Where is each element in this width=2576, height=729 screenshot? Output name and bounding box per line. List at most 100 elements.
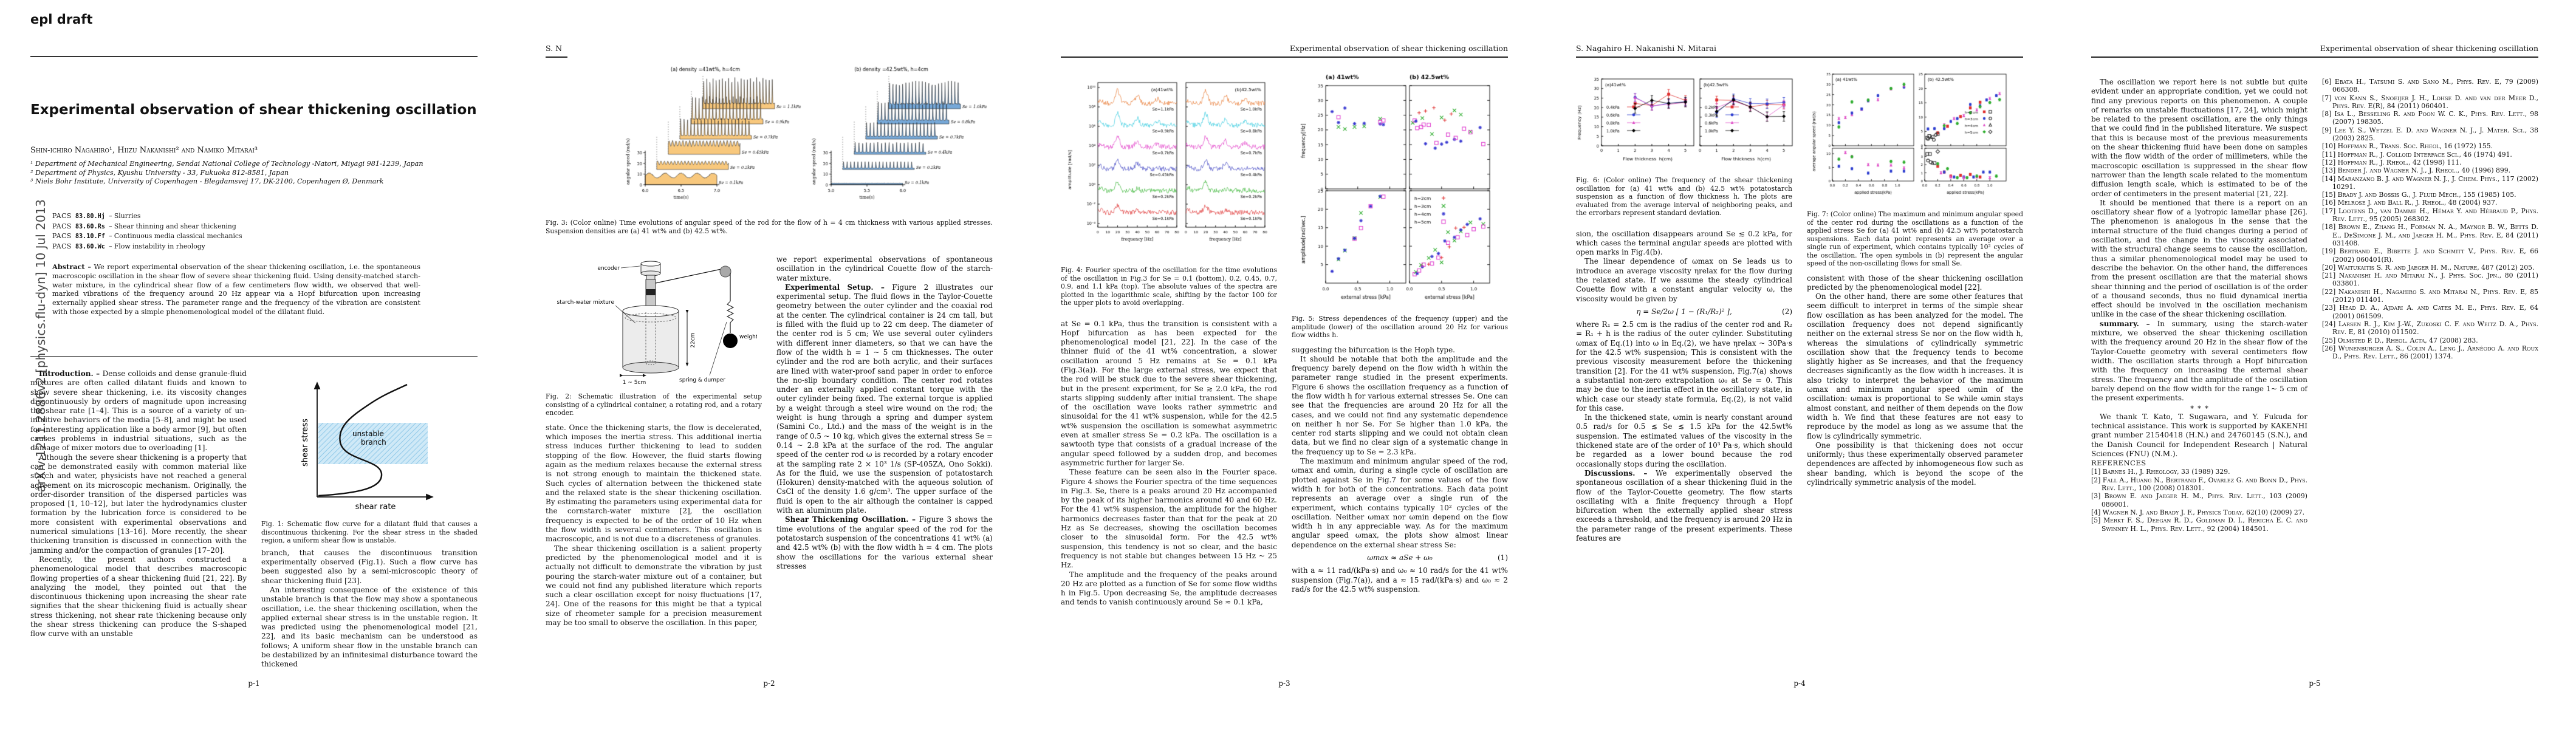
page5-right-column: [6] Ebata H., Tatsumi S. and Sano M., Ph… [2322, 78, 2538, 360]
encoder-label: encoder [597, 265, 620, 272]
equation: η = Se/2ω [ 1 − (R₁/R₂)² ], (2) [1636, 307, 1793, 316]
figure-5-image [1297, 64, 1497, 307]
page3-left-column: Fig. 4: Fourier spectra of the oscillati… [1061, 266, 1277, 608]
s-shaped-flow-curve [318, 383, 408, 497]
running-head: S. Nagahiro H. Nakanishi N. Mitarai [1576, 44, 1716, 53]
paragraph: at Se = 0.1 kPa, thus the transition is … [1061, 319, 1277, 467]
reference-item: [1] Barnes H., J. Rheology, 33 (1989) 32… [2091, 468, 2230, 476]
paragraph: The amplitude and the frequency of the p… [1061, 570, 1277, 607]
y-axis-label: shear stress [301, 419, 310, 467]
reference-item: [11] Hoffman R., J. Colloid Interface Sc… [2322, 150, 2512, 159]
page4-right-column: Fig. 7: (Color online) The maximum and m… [1807, 210, 2023, 487]
page5-left-text: The oscillation we report here is not su… [2091, 78, 2307, 459]
reference-item: [25] Olmsted P. D., Rheol. Acta, 47 (200… [2322, 336, 2478, 344]
mixture-label: starch-water mixture [557, 299, 614, 306]
figure-3-caption: Fig. 3: (Color online) Time evolutions o… [546, 219, 993, 235]
figure-6-image [1575, 72, 1800, 168]
paragraph: Introduction. – Dense colloids and dense… [30, 369, 247, 453]
reference-item: [26] Wunenburger A. S., Colin A., Leng J… [2322, 344, 2538, 361]
reference-item: [17] Lootens D., van Damme H., Hémar Y. … [2322, 207, 2538, 224]
page3-left-text: at Se = 0.1 kPa, thus the transition is … [1061, 320, 1277, 608]
abstract-text: We report experimental observation of th… [52, 263, 420, 316]
paragraph: Recently, the present authors constructe… [30, 555, 247, 638]
affiliation: ¹ Department of Mechanical Engineering, … [30, 160, 423, 168]
figure-7-caption: Fig. 7: (Color online) The maximum and m… [1807, 210, 2023, 267]
page-footer: p-1 [248, 679, 260, 688]
page1-left-column: Introduction. – Dense colloids and dense… [30, 369, 247, 639]
page5-left-column: The oscillation we report here is not su… [2091, 78, 2307, 533]
reference-item: [4] Wagner N. J. and Brady J. F., Physic… [2091, 508, 2305, 516]
page4-left-column: Fig. 6: (Color online) The frequency of … [1576, 176, 1792, 543]
references-heading: REFERENCES [2091, 459, 2146, 468]
journal-eyebrow: epl draft [30, 12, 93, 27]
page4-left-text: sion, the oscillation disappears around … [1576, 230, 1792, 544]
running-head-rule [2091, 56, 2538, 58]
affiliation: ³ Niels Bohr Institute, University of Co… [30, 177, 384, 185]
reference-item: [13] Bender J. and Wagner N. J., J. Rheo… [2322, 166, 2511, 175]
figure-3-image [617, 64, 988, 209]
figure-4-caption: Fig. 4: Fourier spectra of the oscillati… [1061, 266, 1277, 307]
page1-right-column: unstable branch shear stress shear rate … [261, 369, 478, 669]
page4-right-text: consistent with those of the shear thick… [1807, 274, 2023, 488]
page2-left-column: encoder [546, 255, 762, 628]
unstable-band [318, 423, 428, 464]
paragraph: branch, that causes the discontinuous tr… [261, 548, 478, 585]
paragraph: It should be notable that both the ampli… [1292, 354, 1508, 456]
figure-1: unstable branch shear stress shear rate [261, 369, 478, 518]
paragraph: sion, the oscillation disappears around … [1576, 229, 1792, 257]
figure-7-image [1810, 68, 2021, 203]
flow-curve-figure: unstable branch shear stress shear rate [301, 382, 434, 512]
paragraph: we report experimental observations of s… [776, 255, 993, 282]
pacs-entry: PACS 83.80.Hj – Slurries [52, 212, 141, 220]
reference-item: [10] Hoffman R., Trans. Soc. Rheol, 16 (… [2322, 142, 2493, 151]
reference-item: [21] Nakanishi H. and Mitarai N., J. Phy… [2322, 272, 2538, 288]
page2-right-column: we report experimental observations of s… [776, 255, 993, 571]
page-3: Experimental observation of shear thicke… [1055, 0, 1535, 729]
equation: ωmax ≈ aSe + ω₀ (1) [1367, 553, 1508, 563]
pacs-list: PACS 83.80.Hj – Slurries PACS 83.60.Rs – … [52, 211, 242, 252]
reference-item: [9] Lee Y. S., Wetzel E. D. and Wagner N… [2322, 126, 2538, 143]
unstable-branch-label-2: branch [361, 438, 386, 447]
references-left: [1] Barnes H., J. Rheology, 33 (1989) 32… [2091, 468, 2307, 532]
page3-right-text: suggesting the bifurcation is the Hoph t… [1292, 346, 1508, 595]
paragraph: Although the severe shear thickening is … [30, 453, 247, 555]
x-axis-label: shear rate [355, 502, 396, 512]
reference-item: [14] Maranzano B. J. and Wagner N. J., J… [2322, 174, 2538, 191]
paragraph: The oscillation we report here is not su… [2091, 78, 2307, 198]
page-2: S. N Fig. 3: (Color online) Time evoluti… [540, 0, 1019, 729]
paragraph: These feature can be seen also in the Fo… [1061, 468, 1277, 570]
reference-item: [18] Brown E., Zhang H., Forman N. A., M… [2322, 223, 2538, 247]
page-5: Experimental observation of shear thicke… [2085, 0, 2565, 729]
height-dimension-label: 22cm [690, 332, 696, 347]
pacs-entry: PACS 83.10.Ff – Continuous media classic… [52, 232, 242, 240]
paragraph: The shear thickening oscillation is a sa… [546, 544, 762, 628]
paragraph: state. Once the thickening starts, the f… [546, 423, 762, 544]
figure-2: encoder [546, 255, 762, 390]
paragraph: summary. – In summary, using the starch-… [2091, 319, 2307, 403]
running-head: Experimental observation of shear thicke… [2320, 44, 2538, 53]
paragraph: The linear dependence of ωmax on Se lead… [1576, 257, 1792, 303]
spring-label: spring & dumper [679, 377, 725, 383]
reference-item: [22] Nakanishi H., Nagahiro S. and Mitar… [2322, 287, 2538, 304]
page1-right-text: branch, that causes the discontinuous tr… [261, 549, 478, 669]
abstract-label: Abstract – [52, 262, 92, 271]
pacs-entry: PACS 83.60.Wc – Flow instability in rheo… [52, 242, 205, 250]
paragraph: where R₁ = 2.5 cm is the radius of the c… [1576, 320, 1792, 412]
figure-4-image [1064, 74, 1270, 253]
page2-left-text: state. Once the thickening starts, the f… [546, 423, 762, 628]
paragraph: suggesting the bifurcation is the Hoph t… [1292, 345, 1455, 354]
reference-item: [16] Melrose J. and Ball R., J. Rheol., … [2322, 199, 2498, 207]
running-head-rule [1576, 56, 2023, 58]
paragraph: It should be mentioned that there is a r… [2091, 198, 2307, 319]
affiliations: ¹ Department of Mechanical Engineering, … [30, 160, 423, 187]
separator: ∗ ∗ ∗ [2189, 403, 2210, 412]
reference-item: [20] Waitukaitis S. R. and Jaeger H. M.,… [2322, 263, 2535, 272]
paper-title: Experimental observation of shear thicke… [30, 102, 477, 118]
reference-item: [8] Isa L., Besseling R. and Poon W. C. … [2322, 110, 2538, 126]
paragraph: Experimental Setup. – Figure 2 illustrat… [776, 282, 993, 515]
reference-item: [5] Merkt F. S., Deegan R. D., Goldman D… [2091, 516, 2307, 533]
unstable-branch-label-1: unstable [352, 430, 384, 438]
reference-item: [19] Bertrand E., Bibette J. and Schmitt… [2322, 247, 2538, 264]
paragraph: We thank T. Kato, T. Sugawara, and Y. Fu… [2091, 412, 2307, 458]
